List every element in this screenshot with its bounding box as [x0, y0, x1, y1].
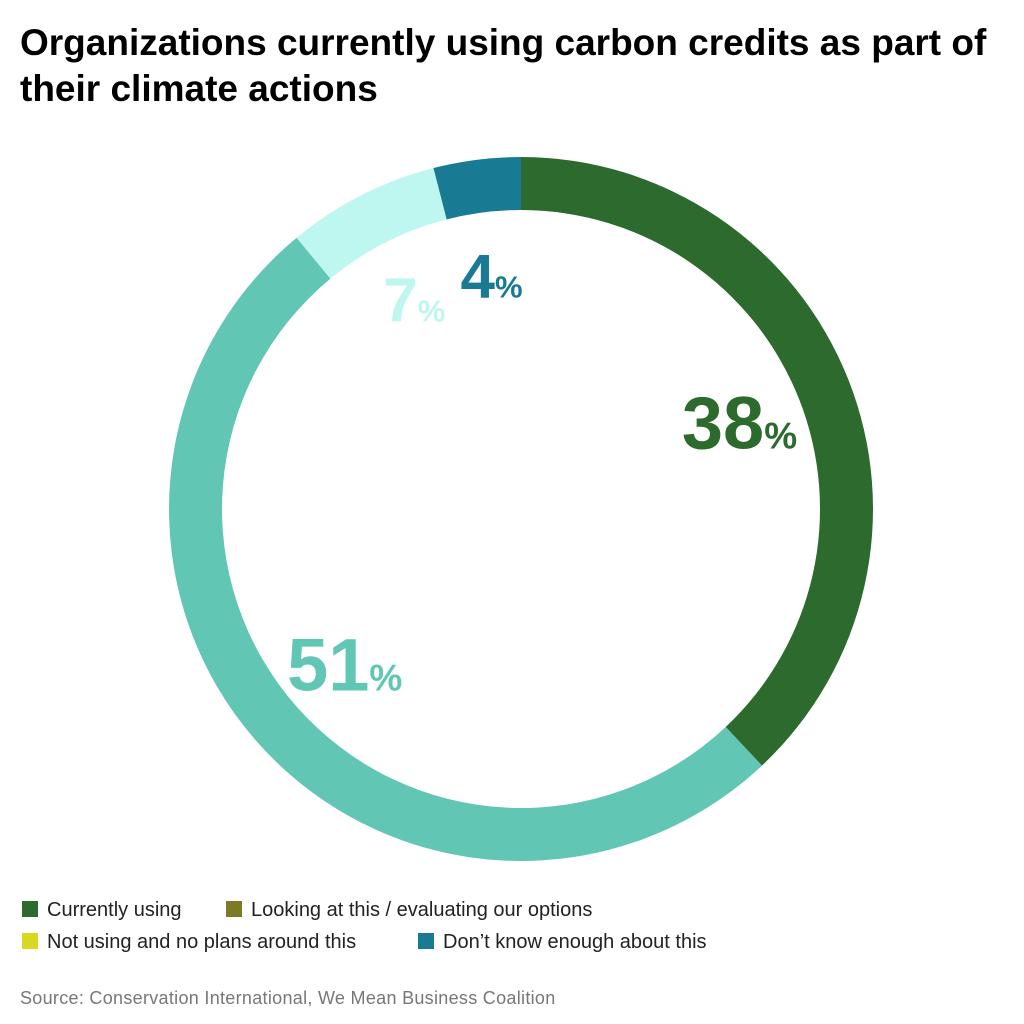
legend-swatch: [22, 933, 38, 949]
legend-swatch: [22, 901, 38, 917]
legend-label: Not using and no plans around this: [47, 931, 356, 953]
donut-slice: [169, 237, 762, 861]
chart-title: Organizations currently using carbon cre…: [20, 22, 987, 109]
donut-slice: [521, 157, 874, 766]
data-label: 7%: [383, 266, 445, 335]
donut-slice: [433, 157, 521, 220]
legend-swatch: [226, 901, 242, 917]
legend-label: Currently using: [47, 899, 182, 921]
source: Source: Conservation International, We M…: [20, 988, 556, 1008]
data-label: 51%: [287, 623, 402, 706]
legend-label: Don’t know enough about this: [443, 931, 707, 953]
donut-slice: [296, 168, 447, 279]
legend-swatch: [418, 933, 434, 949]
data-label: 38%: [682, 381, 797, 464]
data-label: 4%: [461, 243, 523, 312]
legend-label: Looking at this / evaluating our options: [251, 899, 592, 921]
